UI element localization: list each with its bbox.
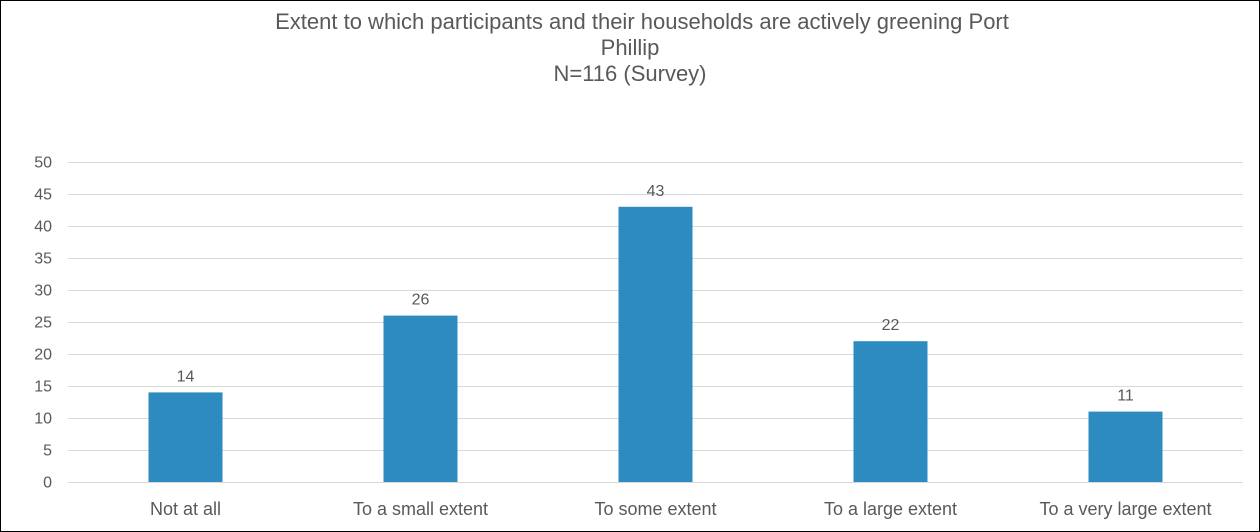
y-tick-label: 40 [34, 219, 52, 236]
y-tick-label: 50 [34, 155, 52, 172]
chart-title: Extent to which participants and their h… [1, 9, 1259, 87]
data-labels: 14 26 43 22 11 [177, 183, 1134, 405]
y-axis-tick-labels: 0 5 10 15 20 25 30 35 40 45 50 [34, 155, 52, 492]
bar [1088, 411, 1163, 482]
y-tick-label: 0 [43, 475, 52, 492]
y-tick-label: 25 [34, 315, 52, 332]
bar [148, 392, 223, 482]
x-tick-label: To some extent [594, 499, 716, 519]
bar [618, 206, 693, 483]
chart-title-line-2: Phillip [600, 35, 660, 60]
bar [383, 315, 458, 482]
x-tick-label: To a very large extent [1039, 499, 1211, 519]
chart-title-line-1: Extent to which participants and their h… [275, 9, 1009, 34]
y-tick-label: 10 [34, 411, 52, 428]
data-label: 26 [412, 292, 430, 309]
y-tick-label: 20 [34, 347, 52, 364]
bars [148, 206, 1163, 483]
data-label: 22 [882, 317, 900, 334]
data-label: 11 [1117, 388, 1134, 405]
y-tick-label: 30 [34, 283, 52, 300]
y-tick-label: 45 [34, 187, 52, 204]
y-tick-label: 35 [34, 251, 52, 268]
data-label: 14 [177, 368, 195, 385]
data-label: 43 [647, 183, 665, 200]
y-tick-label: 5 [43, 443, 52, 460]
chart-title-line-3: N=116 (Survey) [553, 61, 707, 86]
x-tick-label: Not at all [150, 499, 221, 519]
x-tick-label: To a large extent [824, 499, 957, 519]
y-tick-label: 15 [34, 379, 52, 396]
bar [853, 341, 928, 482]
x-axis-tick-labels: Not at all To a small extent To some exten… [150, 499, 1212, 519]
x-tick-label: To a small extent [353, 499, 488, 519]
